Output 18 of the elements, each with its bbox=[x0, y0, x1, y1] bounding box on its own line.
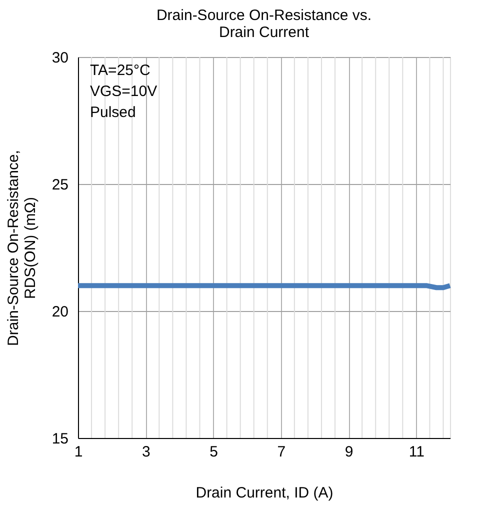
annotation: VGS=10V bbox=[90, 83, 158, 100]
x-axis-title: Drain Current, ID (A) bbox=[196, 484, 334, 502]
x-tick-label: 9 bbox=[344, 444, 354, 460]
annotation: TA=25°C bbox=[90, 62, 150, 79]
text: RDS(ON) (mΩ) bbox=[22, 196, 39, 300]
y-tick-label: 15 bbox=[52, 430, 68, 448]
text: Drain-Source On-Resistance vs. bbox=[156, 7, 372, 24]
annotation: Pulsed bbox=[90, 104, 136, 121]
y-tick-label: 30 bbox=[52, 50, 68, 66]
x-tick-label: 1 bbox=[74, 444, 83, 460]
x-tick-label: 7 bbox=[277, 444, 286, 460]
x-tick-label: 5 bbox=[210, 444, 218, 460]
y-tick-label: 20 bbox=[52, 304, 68, 320]
x-tick-label: 3 bbox=[142, 444, 150, 460]
text: Drain-Source On-Resistance, bbox=[4, 150, 22, 346]
text: Drain Current bbox=[218, 24, 310, 41]
x-tick-label: 11 bbox=[408, 444, 424, 460]
y-tick-label: 25 bbox=[52, 176, 68, 194]
